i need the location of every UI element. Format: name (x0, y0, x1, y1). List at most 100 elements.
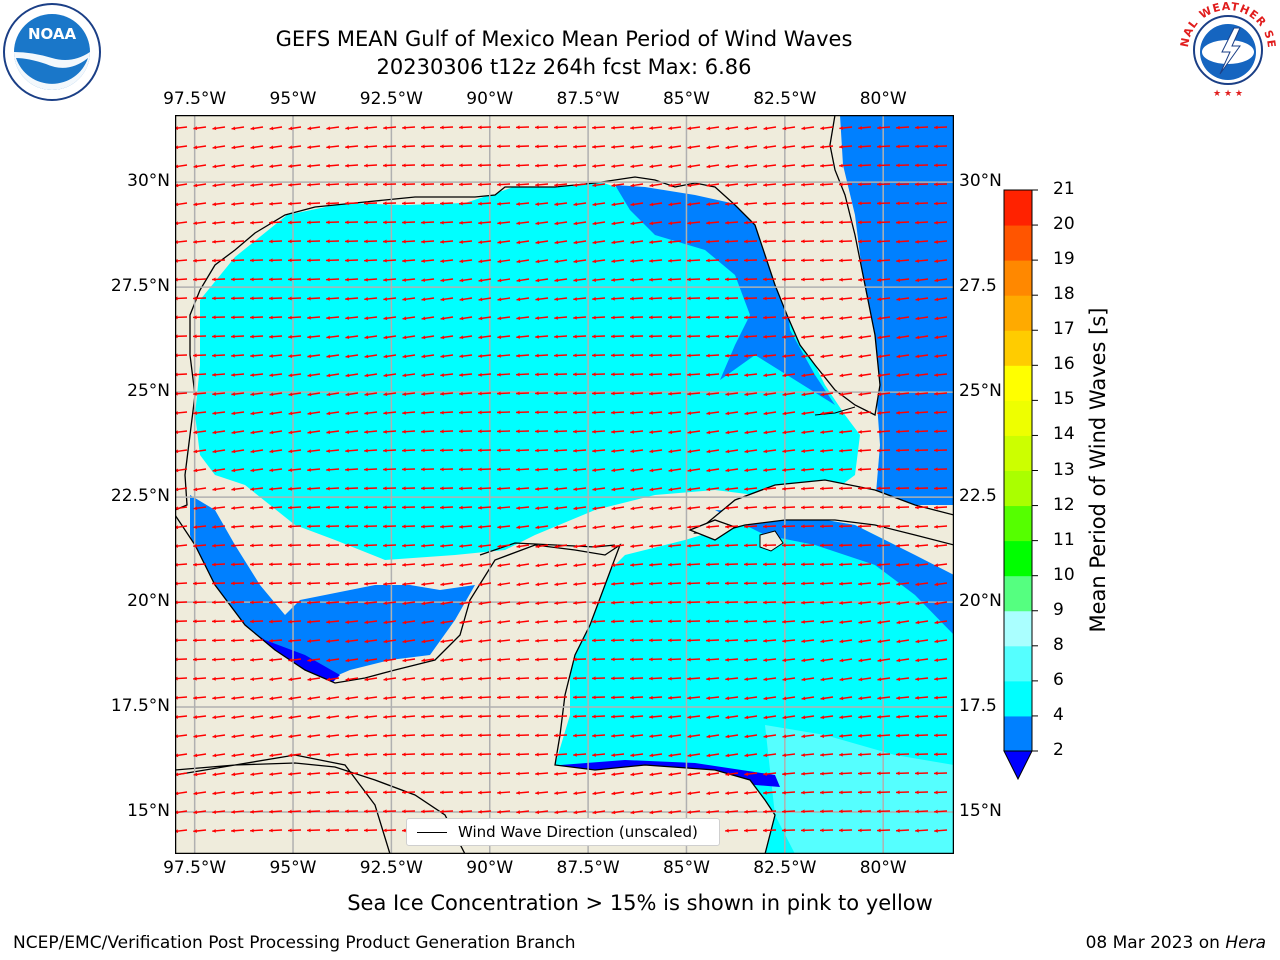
wave-vector-head (554, 506, 559, 511)
wave-vector-head (459, 563, 464, 568)
wave-vector-head (744, 296, 748, 301)
wave-vector-head (288, 392, 293, 397)
wave-vector-head (250, 164, 255, 169)
wave-vector-head (212, 657, 216, 662)
wave-vector-head (383, 524, 387, 529)
lat-label: 25°N (959, 381, 1002, 402)
wave-vector-head (459, 524, 463, 529)
wave-vector-head (326, 430, 331, 435)
wave-vector-head (307, 373, 312, 378)
wave-vector-head (175, 619, 178, 624)
wave-vector-head (592, 468, 597, 472)
wave-vector-head (478, 220, 482, 225)
wave-vector-head (592, 240, 597, 245)
wave-vector-head (212, 202, 217, 207)
wave-vector-head (535, 638, 539, 643)
wave-vector-head (402, 658, 407, 663)
wave-vector-head (231, 581, 235, 586)
lon-label: 85°W (662, 858, 710, 878)
wave-vector-head (478, 410, 482, 415)
wave-vector-head (231, 657, 235, 662)
wave-vector-head (763, 392, 768, 397)
wave-vector-head (345, 486, 349, 491)
lat-label: 30°N (127, 171, 170, 192)
wave-vector-head (706, 810, 710, 814)
wave-vector-head (175, 600, 178, 605)
wave-vector-head (801, 809, 805, 814)
wave-vector-head (402, 562, 406, 567)
wave-vector-head (858, 752, 862, 757)
wave-vector-head (706, 468, 711, 473)
wave-vector-head (820, 562, 824, 567)
wave-vector-head (307, 201, 311, 206)
wave-vector-head (193, 772, 198, 777)
wave-vector-head (250, 543, 254, 548)
wave-vector-head (630, 695, 634, 700)
wave-vector-head (364, 201, 368, 206)
wave-vector-head (782, 430, 787, 435)
wave-vector-head (516, 144, 520, 149)
wave-vector-head (535, 544, 540, 549)
wave-vector-head (573, 183, 578, 188)
wave-vector-head (706, 562, 710, 567)
wave-vector-head (573, 315, 577, 320)
wave-vector-head (421, 601, 426, 606)
wave-vector-head (250, 524, 254, 529)
wave-vector-head (801, 543, 805, 548)
wave-vector-head (744, 658, 748, 662)
wave-vector-head (877, 714, 881, 719)
colorbar-tick-label: 20 (1053, 214, 1075, 235)
wave-vector-head (801, 392, 806, 397)
wave-vector-head (858, 771, 862, 776)
wave-vector-head (820, 182, 824, 187)
wave-vector-head (535, 448, 539, 453)
wave-vector-head (592, 657, 596, 662)
wave-vector-head (250, 296, 254, 301)
wave-vector-head (535, 202, 540, 206)
wave-vector-head (516, 620, 521, 625)
colorbar-tick-label: 18 (1053, 284, 1075, 305)
wave-vector-head (744, 619, 748, 624)
wave-vector-head (193, 126, 198, 131)
wave-vector-head (782, 239, 786, 244)
wave-vector-head (421, 429, 425, 434)
wave-vector-head (573, 221, 578, 226)
wave-vector-head (801, 771, 805, 776)
wave-vector-head (288, 658, 293, 663)
wave-vector-head (839, 505, 843, 510)
wave-vector-head (744, 505, 748, 510)
wave-vector-head (896, 429, 900, 434)
wave-vector-head (820, 581, 824, 586)
wave-vector-head (421, 163, 425, 168)
wave-vector-head (383, 467, 387, 472)
wave-vector-head (402, 392, 407, 396)
wave-vector-head (440, 620, 445, 625)
wave-vector-head (326, 790, 330, 795)
wave-vector-head (288, 790, 292, 795)
wave-vector-head (535, 144, 539, 149)
wave-vector-head (630, 544, 635, 549)
wave-vector-head (307, 809, 311, 814)
wave-vector-head (421, 354, 426, 359)
wave-vector-head (307, 562, 311, 567)
wave-vector-head (573, 468, 577, 472)
wave-vector-head (288, 411, 293, 416)
wave-vector-head (706, 315, 710, 320)
wave-vector-head (896, 144, 900, 149)
wave-vector-head (801, 258, 805, 263)
wave-vector-head (402, 677, 407, 682)
wave-vector-head (440, 373, 445, 377)
wave-vector-head (744, 809, 748, 814)
wave-vector-head (497, 125, 501, 130)
wave-vector-head (915, 182, 919, 187)
wave-vector-head (383, 771, 387, 776)
wave-vector-head (459, 220, 463, 225)
wind-wave-vectors (175, 125, 948, 834)
map-frame (175, 115, 954, 854)
wave-vector-head (535, 563, 540, 568)
wave-vector-head (478, 354, 482, 358)
wave-vector-head (839, 448, 843, 453)
wave-vector-head (440, 278, 445, 283)
wave-vector-head (744, 220, 748, 225)
wave-vector-head (725, 277, 729, 282)
